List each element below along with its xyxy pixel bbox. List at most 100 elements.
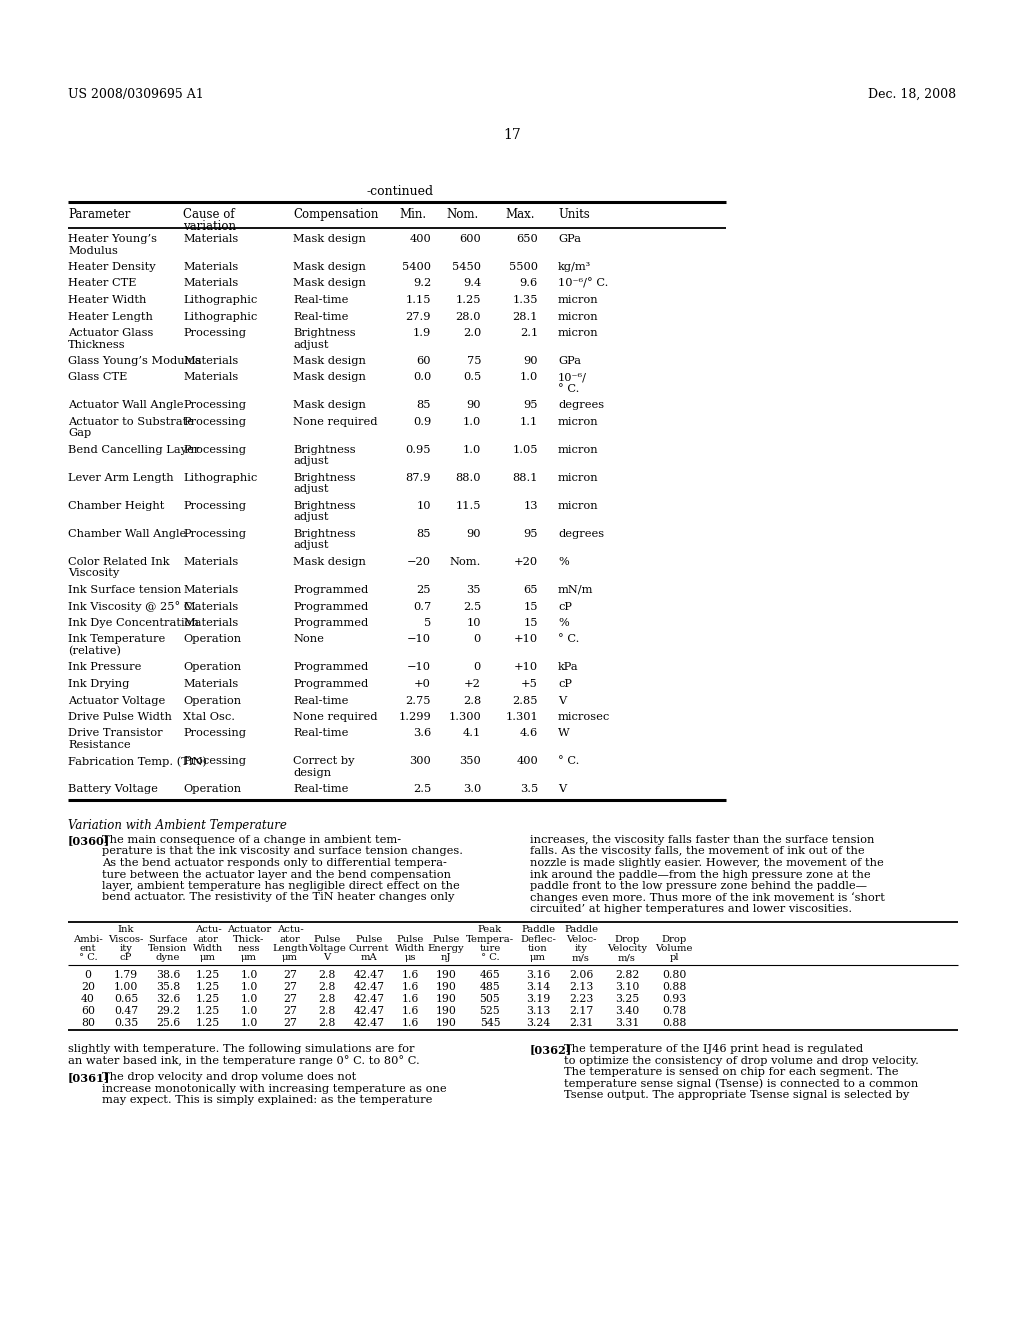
Text: 0.0: 0.0 (413, 372, 431, 383)
Text: 190: 190 (435, 994, 457, 1005)
Text: -continued: -continued (367, 185, 433, 198)
Text: 17: 17 (503, 128, 521, 143)
Text: 11.5: 11.5 (456, 502, 481, 511)
Text: Operation: Operation (183, 635, 241, 644)
Text: Lithographic: Lithographic (183, 473, 257, 483)
Text: 3.6: 3.6 (413, 729, 431, 738)
Text: Programmed: Programmed (293, 663, 369, 672)
Text: 2.8: 2.8 (318, 982, 336, 993)
Text: 1.0: 1.0 (463, 417, 481, 426)
Text: Chamber Wall Angle: Chamber Wall Angle (68, 529, 186, 539)
Text: Drop: Drop (662, 935, 687, 944)
Text: V: V (324, 953, 331, 962)
Text: [0360]: [0360] (68, 836, 111, 846)
Text: 1.25: 1.25 (196, 982, 220, 993)
Text: +20: +20 (514, 557, 538, 568)
Text: ent: ent (80, 944, 96, 953)
Text: 2.1: 2.1 (520, 327, 538, 338)
Text: ator: ator (198, 935, 218, 944)
Text: 29.2: 29.2 (156, 1006, 180, 1016)
Text: 2.8: 2.8 (318, 1006, 336, 1016)
Text: 90: 90 (467, 529, 481, 539)
Text: 3.10: 3.10 (614, 982, 639, 993)
Text: bend actuator. The resistivity of the TiN heater changes only: bend actuator. The resistivity of the Ti… (102, 892, 455, 903)
Text: Volume: Volume (655, 944, 693, 953)
Text: 0.95: 0.95 (406, 445, 431, 455)
Text: 2.31: 2.31 (568, 1018, 593, 1028)
Text: Compensation: Compensation (293, 209, 379, 220)
Text: Pulse: Pulse (432, 935, 460, 944)
Text: [0362]: [0362] (530, 1044, 572, 1055)
Text: Materials: Materials (183, 618, 239, 628)
Text: 545: 545 (479, 1018, 501, 1028)
Text: increase monotonically with increasing temperature as one: increase monotonically with increasing t… (102, 1084, 446, 1093)
Text: 2.85: 2.85 (512, 696, 538, 705)
Text: 1.79: 1.79 (114, 970, 138, 979)
Text: Peak: Peak (478, 925, 502, 935)
Text: +10: +10 (514, 663, 538, 672)
Text: 75: 75 (467, 356, 481, 366)
Text: 9.4: 9.4 (463, 279, 481, 289)
Text: Veloc-: Veloc- (565, 935, 596, 944)
Text: 1.0: 1.0 (520, 372, 538, 383)
Text: Actuator Wall Angle: Actuator Wall Angle (68, 400, 183, 411)
Text: 9.6: 9.6 (520, 279, 538, 289)
Text: Mask design: Mask design (293, 400, 366, 411)
Text: None required: None required (293, 417, 378, 426)
Text: 1.00: 1.00 (114, 982, 138, 993)
Text: Processing: Processing (183, 327, 246, 338)
Text: μs: μs (404, 953, 416, 962)
Text: 2.0: 2.0 (463, 327, 481, 338)
Text: variation: variation (183, 220, 236, 234)
Text: Xtal Osc.: Xtal Osc. (183, 711, 234, 722)
Text: Brightness: Brightness (293, 502, 355, 511)
Text: circuited’ at higher temperatures and lower viscosities.: circuited’ at higher temperatures and lo… (530, 904, 852, 913)
Text: Heater Young’s: Heater Young’s (68, 234, 157, 244)
Text: 505: 505 (479, 994, 501, 1005)
Text: Actu-: Actu- (195, 925, 221, 935)
Text: Tension: Tension (148, 944, 187, 953)
Text: Drive Transistor: Drive Transistor (68, 729, 163, 738)
Text: The temperature is sensed on chip for each segment. The: The temperature is sensed on chip for ea… (564, 1067, 898, 1077)
Text: 0.5: 0.5 (463, 372, 481, 383)
Text: 1.6: 1.6 (401, 994, 419, 1005)
Text: 88.1: 88.1 (512, 473, 538, 483)
Text: The main consequence of a change in ambient tem-: The main consequence of a change in ambi… (102, 836, 401, 845)
Text: Surface: Surface (148, 935, 187, 944)
Text: Modulus: Modulus (68, 246, 118, 256)
Text: 0.35: 0.35 (114, 1018, 138, 1028)
Text: ° C.: ° C. (558, 756, 580, 767)
Text: Processing: Processing (183, 445, 246, 455)
Text: Chamber Height: Chamber Height (68, 502, 165, 511)
Text: 0: 0 (85, 970, 91, 979)
Text: 2.8: 2.8 (318, 970, 336, 979)
Text: 1.300: 1.300 (449, 711, 481, 722)
Text: 1.9: 1.9 (413, 327, 431, 338)
Text: Drive Pulse Width: Drive Pulse Width (68, 711, 172, 722)
Text: US 2008/0309695 A1: US 2008/0309695 A1 (68, 88, 204, 102)
Text: 15: 15 (523, 602, 538, 611)
Text: design: design (293, 768, 331, 777)
Text: 27: 27 (283, 1006, 297, 1016)
Text: Parameter: Parameter (68, 209, 130, 220)
Text: ator: ator (280, 935, 300, 944)
Text: Materials: Materials (183, 279, 239, 289)
Text: 1.0: 1.0 (241, 994, 258, 1005)
Text: kPa: kPa (558, 663, 579, 672)
Text: 10⁻⁶/° C.: 10⁻⁶/° C. (558, 279, 608, 289)
Text: 20: 20 (81, 982, 95, 993)
Text: +0: +0 (414, 678, 431, 689)
Text: Color Related Ink: Color Related Ink (68, 557, 170, 568)
Text: 65: 65 (523, 585, 538, 595)
Text: 2.8: 2.8 (318, 994, 336, 1005)
Text: 25.6: 25.6 (156, 1018, 180, 1028)
Text: Ink: Ink (118, 925, 134, 935)
Text: ° C.: ° C. (79, 953, 97, 962)
Text: 1.0: 1.0 (241, 970, 258, 979)
Text: Mask design: Mask design (293, 261, 366, 272)
Text: 1.25: 1.25 (196, 1006, 220, 1016)
Text: 400: 400 (410, 234, 431, 244)
Text: may expect. This is simply explained: as the temperature: may expect. This is simply explained: as… (102, 1096, 432, 1105)
Text: Heater CTE: Heater CTE (68, 279, 136, 289)
Text: Mask design: Mask design (293, 234, 366, 244)
